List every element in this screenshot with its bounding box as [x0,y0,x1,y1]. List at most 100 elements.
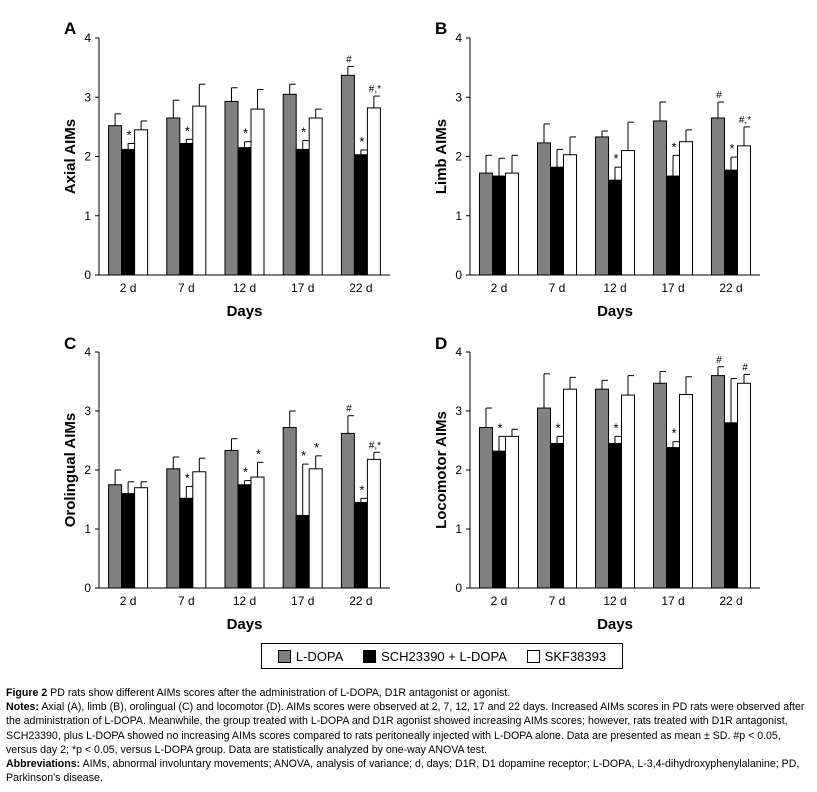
chart-panel-c: C 0 1 2 3 4 Orolingual AIMs Days 2 d 7 d * 12 d * * 17… [62,334,390,633]
bar-sch23390 [121,493,136,589]
significance-marker: # [742,362,748,373]
x-axis-title: Days [597,616,633,633]
significance-marker: * [671,139,676,154]
chart-legend: L-DOPA SCH23390 + L-DOPA SKF38393 [261,643,623,669]
panel-label: D [435,334,447,353]
bar-ldopa [224,100,239,276]
bar-ldopa [108,125,123,276]
panel-label: A [64,19,76,38]
x-tick-label: 17 d [291,594,314,608]
bar-ldopa [108,484,123,589]
bar-sch23390 [237,484,252,589]
bar-ldopa [711,117,725,276]
significance-marker: * [729,141,734,156]
bar-ldopa [340,74,355,276]
y-tick-label: 4 [455,345,462,359]
bar-skf38393 [366,107,381,276]
x-tick-label: 17 d [661,281,684,295]
y-tick-label: 3 [455,404,462,418]
bar-sch23390 [550,442,564,589]
significance-marker: * [243,126,248,141]
notes-label: Notes: [6,701,39,714]
significance-marker: * [256,446,261,461]
bar-ldopa [595,388,609,589]
y-tick-label: 3 [84,404,91,418]
caption-notes: Notes: Axial (A), limb (B), orolingual (… [6,700,811,757]
figure-caption: Figure 2 PD rats show different AIMs sco… [6,686,811,785]
y-tick-label: 0 [455,581,462,595]
significance-marker: # [716,355,722,366]
bar-sch23390 [550,166,564,276]
x-tick-label: 7 d [549,594,566,608]
y-tick-label: 0 [84,581,91,595]
bar-skf38393 [621,394,635,589]
x-tick-label: 7 d [178,594,195,608]
y-tick-label: 1 [84,209,91,223]
x-tick-label: 22 d [719,594,742,608]
x-tick-label: 7 d [549,281,566,295]
y-tick-label: 1 [455,522,462,536]
bar-ldopa [224,450,239,589]
bar-ldopa [479,172,493,276]
significance-marker: * [359,134,364,149]
legend-swatch-skf [526,649,540,663]
significance-marker: # [346,54,352,65]
caption-abbreviations: Abbreviations: AIMs, abnormal involuntar… [6,757,811,785]
bar-skf38393 [192,471,207,589]
x-tick-label: 2 d [491,594,508,608]
significance-marker: * [613,151,618,166]
significance-marker: * [185,123,190,138]
bar-sch23390 [492,450,506,589]
bar-skf38393 [308,468,323,589]
y-tick-label: 2 [84,150,91,164]
legend-label-sch: SCH23390 + L-DOPA [381,648,507,664]
bar-skf38393 [134,487,149,589]
y-tick-label: 0 [455,268,462,282]
bar-ldopa [595,136,609,276]
bar-skf38393 [737,382,751,589]
bar-ldopa [479,427,493,589]
bar-ldopa [537,142,551,276]
chart-panel-d: D 0 1 2 3 4 Locomotor AIMs Days 2 d * 7 d * 12 d * 17 … [433,334,760,633]
legend-label-ldopa: L-DOPA [295,648,344,664]
y-tick-label: 2 [84,463,91,477]
bar-sch23390 [353,501,368,589]
x-tick-label: 12 d [233,281,256,295]
figure-label: Figure 2 [6,687,48,699]
significance-marker: * [185,471,190,486]
bar-skf38393 [134,129,149,276]
bar-skf38393 [308,117,323,276]
significance-marker: #,* [369,440,381,451]
significance-marker: * [497,420,502,435]
bar-skf38393 [505,435,519,589]
legend-item-skf: SKF38393 [526,648,607,664]
y-tick-label: 2 [455,463,462,477]
bar-sch23390 [179,497,194,589]
x-tick-label: 22 d [349,281,372,295]
significance-marker: * [613,420,618,435]
bar-ldopa [653,382,667,589]
x-tick-label: 12 d [603,594,626,608]
bar-ldopa [537,407,551,589]
significance-marker: # [346,404,352,415]
bar-skf38393 [621,150,635,276]
x-tick-label: 12 d [233,594,256,608]
significance-marker: * [301,125,306,140]
legend-swatch-ldopa [277,649,291,663]
significance-marker: #,* [739,115,751,126]
bar-sch23390 [724,169,738,276]
bar-ldopa [282,427,297,589]
bar-sch23390 [121,148,136,276]
x-tick-label: 17 d [291,281,314,295]
abbrev-label: Abbreviations: [6,758,81,771]
y-axis-title: Axial AIMs [62,119,79,194]
bar-sch23390 [724,422,738,589]
legend-item-ldopa: L-DOPA [277,648,344,664]
y-tick-label: 0 [84,268,91,282]
bar-skf38393 [505,172,519,276]
bar-ldopa [711,375,725,589]
bar-skf38393 [192,105,207,276]
significance-marker: * [243,465,248,480]
legend-label-skf: SKF38393 [544,648,607,664]
x-axis-title: Days [227,303,263,320]
